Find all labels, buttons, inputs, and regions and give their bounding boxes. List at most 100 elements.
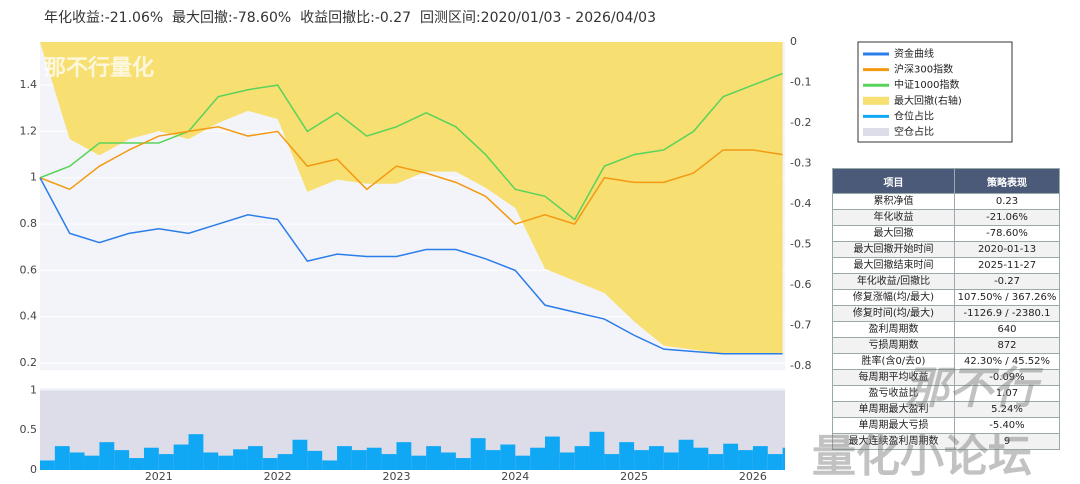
table-cell: 107.50% / 367.26% xyxy=(954,289,1060,306)
table-row: 盈亏收益比 1.07 xyxy=(832,385,1060,402)
y-tick-label: 1.2 xyxy=(20,124,38,137)
y2-tick-label: -0.4 xyxy=(790,197,811,210)
position-bar xyxy=(455,458,471,470)
position-bar xyxy=(114,450,130,470)
position-bar xyxy=(723,443,739,470)
y-tick-label: 0.4 xyxy=(20,310,38,323)
table-cell: 盈利周期数 xyxy=(832,321,955,338)
x-tick-label: 2021 xyxy=(145,470,173,483)
y-tick-label: 1 xyxy=(30,171,37,184)
legend-swatch xyxy=(863,96,889,105)
y-tick-label: 0.8 xyxy=(20,217,38,230)
table-cell: -78.60% xyxy=(954,225,1060,242)
position-bar xyxy=(247,446,263,470)
position-bar xyxy=(337,446,352,470)
y-tick-label: 0 xyxy=(30,463,37,476)
table-cell: 修复时间(均/最大) xyxy=(832,305,955,322)
position-bar xyxy=(485,450,501,470)
position-bar xyxy=(426,446,442,470)
table-cell: 最大回撤 xyxy=(832,225,955,242)
position-bar xyxy=(69,452,85,470)
table-row: 修复涨幅(均/最大) 107.50% / 367.26% xyxy=(832,289,1060,306)
position-bar xyxy=(218,455,234,470)
x-tick-label: 2022 xyxy=(264,470,292,483)
table-row: 累积净值 0.23 xyxy=(832,193,1060,210)
legend-label: 中证1000指数 xyxy=(894,78,959,91)
x-tick-label: 2026 xyxy=(739,470,767,483)
table-cell: 9 xyxy=(954,433,1060,450)
position-bar xyxy=(351,450,367,470)
x-tick-label: 2025 xyxy=(620,470,648,483)
position-bar xyxy=(158,454,174,470)
table-cell: 2020-01-13 xyxy=(954,241,1060,258)
table-row: 最大连续盈利周期数 9 xyxy=(832,433,1060,450)
y2-tick-label: -0.7 xyxy=(790,318,811,331)
watermark: 那不行 xyxy=(905,363,1037,414)
position-bar xyxy=(129,458,144,470)
series-line xyxy=(39,126,783,225)
y2-tick-label: 0 xyxy=(790,35,797,48)
position-bar xyxy=(470,438,486,470)
legend-label: 仓位占比 xyxy=(894,109,934,122)
position-bar xyxy=(619,442,635,470)
legend-label: 沪深300指数 xyxy=(894,63,953,76)
position-bar xyxy=(678,439,694,470)
position-bar xyxy=(84,455,100,470)
position-bar xyxy=(693,447,709,470)
position-bar xyxy=(54,446,70,470)
legend-label: 资金曲线 xyxy=(894,47,934,60)
y2-tick-label: -0.6 xyxy=(790,278,811,291)
table-row: 年化收益 -21.06% xyxy=(832,209,1060,226)
table-cell: -21.06% xyxy=(954,209,1060,226)
table-cell: -1126.9 / -2380.1 xyxy=(954,305,1060,322)
stats-table: 项目 策略表现 累积净值 0.23 年化收益 -21.06% 最大回撤 -78.60% 最大回撤… xyxy=(832,168,1060,450)
position-bar xyxy=(292,439,308,470)
y2-tick-label: -0.8 xyxy=(790,359,811,372)
y-tick-label: 1 xyxy=(30,383,37,396)
position-bar xyxy=(589,431,605,470)
position-bar xyxy=(767,454,783,470)
position-bar xyxy=(752,446,768,470)
position-bar xyxy=(203,452,219,470)
y2-tick-label: -0.1 xyxy=(790,75,811,88)
y2-tick-label: -0.5 xyxy=(790,237,811,250)
table-row: 最大回撤结束时间 2025-11-27 xyxy=(832,257,1060,274)
position-bar xyxy=(40,460,55,470)
position-bar xyxy=(307,450,323,470)
y-tick-label: 1.4 xyxy=(20,78,38,91)
position-bar xyxy=(663,452,679,470)
position-bar xyxy=(99,442,115,470)
table-header-cell: 策略表现 xyxy=(954,168,1060,194)
position-bar xyxy=(262,458,278,470)
x-tick-label: 2024 xyxy=(501,470,529,483)
legend-swatch xyxy=(863,128,889,136)
position-bar xyxy=(396,442,412,470)
position-bar xyxy=(322,460,338,470)
table-cell: -0.27 xyxy=(954,273,1060,290)
table-row: 胜率(含0/去0) 42.30% / 45.52% xyxy=(832,353,1060,370)
legend-label: 空仓占比 xyxy=(894,125,934,138)
table-row: 最大回撤开始时间 2020-01-13 xyxy=(832,241,1060,258)
table-cell: 累积净值 xyxy=(832,193,955,210)
table-cell: 640 xyxy=(954,321,1060,338)
watermark: 那不行量化 xyxy=(44,56,155,81)
series-line xyxy=(39,72,783,221)
table-row: 盈利周期数 640 xyxy=(832,321,1060,338)
position-bar xyxy=(233,449,248,470)
position-bar xyxy=(782,447,785,470)
position-bar xyxy=(648,446,664,470)
position-bar xyxy=(544,436,560,470)
position-bar xyxy=(738,450,753,470)
legend-box xyxy=(857,41,1013,143)
table-cell: 修复涨幅(均/最大) xyxy=(832,289,955,306)
table-cell: 年化收益/回撤比 xyxy=(832,273,955,290)
position-bar xyxy=(173,444,189,470)
y2-tick-label: -0.2 xyxy=(790,116,811,129)
table-cell: 年化收益 xyxy=(832,209,955,226)
drawdown-area xyxy=(40,42,783,354)
position-bar xyxy=(366,447,382,470)
position-bar xyxy=(143,447,159,470)
table-row: 每周期平均收益 -0.09% xyxy=(832,369,1060,386)
